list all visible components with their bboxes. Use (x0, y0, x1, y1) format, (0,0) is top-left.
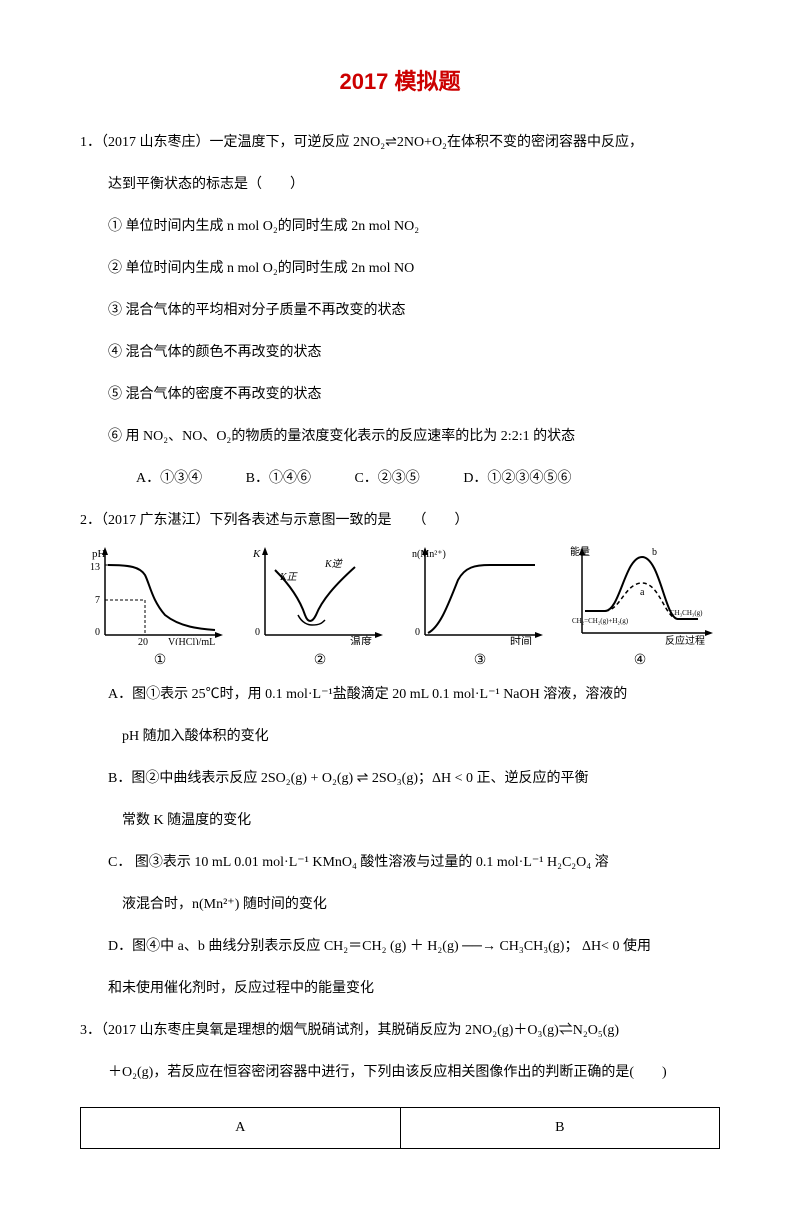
figure-3: n(Mn²⁺) 0 时间 ③ (410, 545, 550, 675)
svg-text:CH₃CH₃(g): CH₃CH₃(g) (670, 609, 703, 617)
q1-opt-c: C．②③⑤ (354, 465, 419, 493)
q3-stem1: 3．（2017 山东枣庄臭氧是理想的烟气脱硝试剂，其脱硝反应为 2NO₂(g)＋… (80, 1017, 720, 1045)
q2-opt-d: D．图④中 a、b 曲线分别表示反应 CH₂＝CH₂ (g) ＋ H₂(g) ─… (80, 933, 720, 961)
fig2-label: ② (250, 647, 390, 675)
fig4-label: ④ (570, 647, 710, 675)
svg-text:0: 0 (95, 627, 100, 638)
svg-text:K: K (252, 548, 261, 560)
q3-cell-a: A (81, 1108, 401, 1149)
q2-opt-b: B．图②中曲线表示反应 2SO₂(g) + O₂(g) ⇌ 2SO₃(g)；ΔH… (80, 765, 720, 793)
svg-text:K逆: K逆 (324, 558, 344, 570)
q1-opt-b: B．①④⑥ (246, 465, 311, 493)
svg-text:反应过程: 反应过程 (665, 634, 705, 645)
svg-text:0: 0 (415, 627, 420, 638)
q3-stem2: ＋O₂(g)，若反应在恒容密闭容器中进行，下列由该反应相关图像作出的判断正确的是… (80, 1059, 720, 1087)
svg-text:V(HCl)/mL: V(HCl)/mL (168, 637, 215, 645)
q2-opt-b-cont: 常数 K 随温度的变化 (80, 807, 720, 835)
figure-2: K 0 K正 K逆 温度 ② (250, 545, 390, 675)
q2-opt-d-cont: 和未使用催化剂时，反应过程中的能量变化 (80, 975, 720, 1003)
q1-item6: ⑥ 用 NO₂、NO、O₂的物质的量浓度变化表示的反应速率的比为 2:2:1 的… (80, 423, 720, 451)
q1-opt-a: A．①③④ (136, 465, 202, 493)
q1-item1: ① 单位时间内生成 n mol O₂的同时生成 2n mol NO₂ (80, 213, 720, 241)
q1-stem: 1．（2017 山东枣庄）一定温度下，可逆反应 2NO₂⇌2NO+O₂在体积不变… (80, 129, 720, 157)
q2-opt-c-cont: 液混合时，n(Mn²⁺) 随时间的变化 (80, 891, 720, 919)
figure-4: 能量 b a CH₂=CH₂(g)+H₂(g) CH₃CH₃(g) 反应过程 ④ (570, 545, 710, 675)
q1-item4: ④ 混合气体的颜色不再改变的状态 (80, 339, 720, 367)
page-title: 2017 模拟题 (80, 60, 720, 104)
q1-stem-cont: 达到平衡状态的标志是（ ） (80, 171, 720, 199)
svg-text:a: a (640, 587, 645, 598)
svg-text:CH₂=CH₂(g)+H₂(g): CH₂=CH₂(g)+H₂(g) (572, 617, 629, 625)
svg-text:7: 7 (95, 595, 100, 606)
q1-opt-d: D．①②③④⑤⑥ (463, 465, 571, 493)
q2-opt-c: C． 图③表示 10 mL 0.01 mol·L⁻¹ KMnO₄ 酸性溶液与过量… (80, 849, 720, 877)
svg-text:0: 0 (255, 627, 260, 638)
svg-text:pH: pH (92, 548, 106, 560)
figure-1: pH 13 7 0 20 V(HCl)/mL ① (90, 545, 230, 675)
q3-table: A B (80, 1107, 720, 1149)
svg-text:20: 20 (138, 637, 148, 645)
q1-item5: ⑤ 混合气体的密度不再改变的状态 (80, 381, 720, 409)
q2-opt-a: A．图①表示 25℃时，用 0.1 mol·L⁻¹盐酸滴定 20 mL 0.1 … (80, 681, 720, 709)
q3-cell-b: B (400, 1108, 720, 1149)
svg-text:13: 13 (90, 562, 100, 573)
svg-text:b: b (652, 547, 657, 558)
q1-item3: ③ 混合气体的平均相对分子质量不再改变的状态 (80, 297, 720, 325)
svg-text:K正: K正 (279, 572, 299, 583)
q2-stem: 2．（2017 广东湛江）下列各表述与示意图一致的是 （ ） (80, 507, 720, 535)
svg-text:能量: 能量 (570, 545, 590, 558)
fig3-label: ③ (410, 647, 550, 675)
fig1-label: ① (90, 647, 230, 675)
q1-options: A．①③④ B．①④⑥ C．②③⑤ D．①②③④⑤⑥ (80, 465, 720, 493)
svg-text:n(Mn²⁺): n(Mn²⁺) (412, 549, 446, 560)
q2-opt-a-cont: pH 随加入酸体积的变化 (80, 723, 720, 751)
svg-text:温度: 温度 (350, 634, 372, 645)
figure-row: pH 13 7 0 20 V(HCl)/mL ① K 0 K正 K逆 温度 (80, 545, 720, 675)
q1-item2: ② 单位时间内生成 n mol O₂的同时生成 2n mol NO (80, 255, 720, 283)
svg-text:时间: 时间 (510, 635, 532, 645)
